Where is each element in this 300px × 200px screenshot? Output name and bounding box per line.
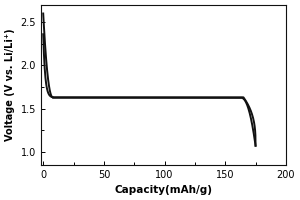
X-axis label: Capacity(mAh/g): Capacity(mAh/g)	[114, 185, 212, 195]
Y-axis label: Voltage (V vs. Li/Li⁺): Voltage (V vs. Li/Li⁺)	[5, 28, 15, 141]
